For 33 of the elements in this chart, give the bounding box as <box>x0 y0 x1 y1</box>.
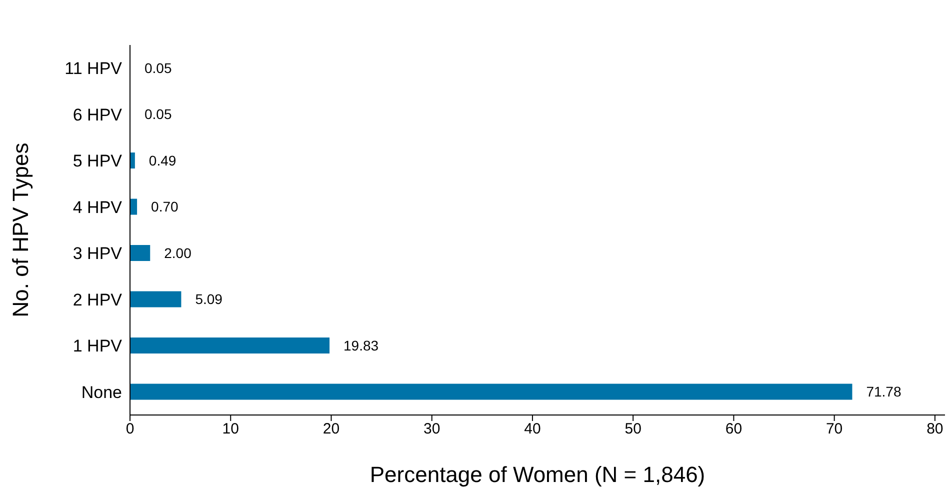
bar <box>130 245 150 261</box>
y-tick-label: 1 HPV <box>72 336 123 356</box>
x-tick-label: 60 <box>725 420 742 438</box>
bar <box>130 338 330 354</box>
x-tick-label: 80 <box>926 420 944 438</box>
x-axis-title: Percentage of Women (N = 1,846) <box>370 462 706 487</box>
data-label: 0.05 <box>144 106 172 122</box>
x-tick-label: 30 <box>424 420 440 438</box>
data-label: 0.70 <box>151 198 179 215</box>
data-label: 2.00 <box>164 244 192 261</box>
data-label: 0.49 <box>148 152 176 168</box>
y-tick-label: 3 HPV <box>72 244 123 264</box>
y-tick-label: None <box>81 382 122 402</box>
data-label: 5.09 <box>195 291 223 308</box>
y-tick-label: 2 HPV <box>72 290 123 310</box>
y-axis-title: No. of HPV Types <box>8 142 33 318</box>
data-label: 71.78 <box>866 384 902 400</box>
bar <box>130 291 182 308</box>
bar <box>130 152 135 168</box>
y-tick-label: 5 HPV <box>72 152 123 171</box>
x-tick-label: 10 <box>222 420 239 438</box>
data-label: 19.83 <box>344 337 379 354</box>
bar <box>130 384 852 400</box>
x-tick-label: 0 <box>126 420 134 438</box>
y-tick-label: 11 HPV <box>64 59 123 78</box>
bar <box>130 198 138 215</box>
x-tick-label: 20 <box>322 420 340 438</box>
x-tick-label: 40 <box>524 420 541 438</box>
x-tick-label: 70 <box>826 420 843 438</box>
y-tick-label: 6 HPV <box>72 105 123 124</box>
x-tick-label: 50 <box>624 420 642 438</box>
y-tick-label: 4 HPV <box>72 198 123 217</box>
data-label: 0.05 <box>144 60 172 76</box>
